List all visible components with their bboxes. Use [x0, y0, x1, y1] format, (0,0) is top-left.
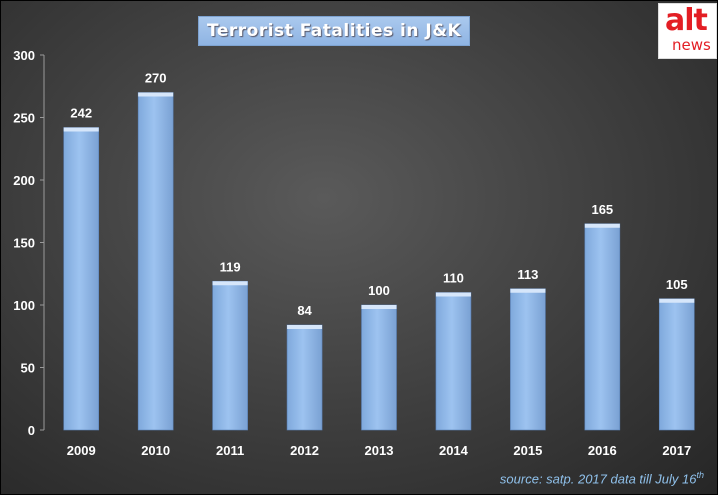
bar: [286, 324, 323, 431]
y-tick-label: 150: [13, 236, 35, 251]
bar-data-label: 100: [368, 283, 390, 298]
chart-title-box: Terrorist Fatalities in J&K: [198, 16, 471, 46]
source-text: source: satp. 2017 data till July 16: [499, 471, 697, 487]
bar-data-label: 242: [70, 106, 92, 121]
bar-top-highlight: [63, 127, 99, 132]
bar-data-label: 105: [666, 277, 688, 292]
bar-data-label: 84: [297, 303, 312, 318]
bar: [63, 127, 100, 431]
logo-text-top: alt: [665, 3, 708, 38]
bar-data-label: 165: [591, 202, 613, 217]
bar-data-label: 119: [220, 259, 241, 274]
bar: [212, 280, 248, 431]
altnews-logo: alt news: [658, 3, 717, 59]
x-tick-label: 2015: [513, 443, 542, 458]
y-axis-ticks: 0 50 100 150 200 250 300: [13, 48, 44, 438]
x-tick-label: 2014: [439, 443, 469, 458]
bar: [510, 288, 546, 431]
bar: [658, 298, 695, 431]
bar: [435, 292, 472, 431]
bar-top-highlight: [212, 281, 248, 286]
x-tick-label: 2012: [290, 443, 319, 458]
y-tick-label: 100: [13, 298, 35, 313]
y-tick-label: 300: [13, 48, 35, 63]
y-tick-label: 50: [21, 361, 35, 376]
bar-data-label: 270: [145, 71, 167, 86]
bar: [584, 223, 621, 431]
source-note: source: satp. 2017 data till July 16th: [500, 470, 704, 486]
logo-text-bottom: news: [672, 36, 711, 54]
bar-data-label: 113: [517, 267, 538, 282]
bars-group: 242 270 119 84 100 110 113 165 105: [63, 71, 695, 431]
x-tick-label: 2010: [141, 443, 170, 458]
x-tick-label: 2011: [216, 443, 244, 458]
bar-top-highlight: [510, 288, 546, 293]
x-tick-label: 2016: [588, 443, 617, 458]
bar-top-highlight: [138, 92, 174, 97]
y-tick-label: 0: [28, 423, 35, 438]
source-superscript: th: [696, 470, 704, 480]
bar-top-highlight: [659, 298, 695, 303]
x-axis-ticks: 2009 2010 2011 2012 2013 2014 2015 2016 2017: [67, 443, 691, 458]
x-tick-label: 2017: [662, 443, 691, 458]
x-tick-label: 2009: [67, 443, 96, 458]
bar-top-highlight: [287, 325, 323, 329]
bar: [137, 92, 174, 431]
bar-data-label: 110: [443, 271, 464, 286]
bar-top-highlight: [584, 223, 620, 228]
y-tick-label: 200: [13, 173, 35, 188]
chart-title: Terrorist Fatalities in J&K: [207, 21, 462, 41]
bar-top-highlight: [435, 292, 471, 297]
bar: [361, 304, 397, 431]
y-tick-label: 250: [13, 111, 35, 126]
bar-top-highlight: [361, 305, 397, 309]
x-tick-label: 2013: [365, 443, 394, 458]
